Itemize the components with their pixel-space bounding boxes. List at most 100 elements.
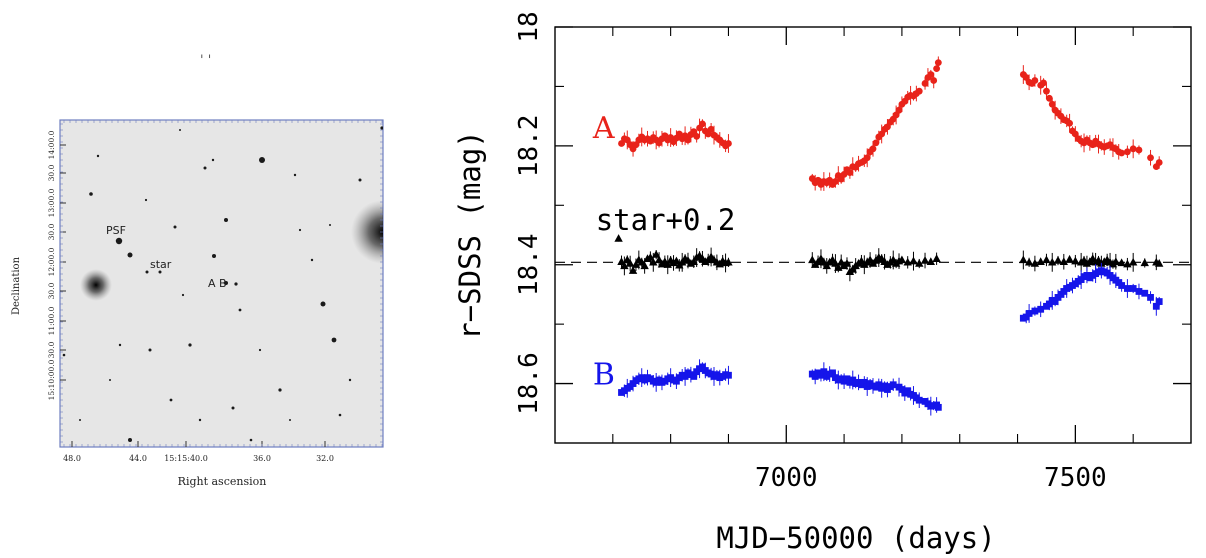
- data-point: [689, 257, 698, 265]
- data-point: [681, 373, 689, 380]
- sky-star: [89, 192, 93, 196]
- psf-label: PSF: [106, 224, 126, 237]
- data-point: [909, 256, 918, 265]
- data-point: [640, 261, 649, 270]
- right-ascension-label: Right ascension: [178, 475, 267, 488]
- data-point: [1129, 285, 1137, 292]
- sky-star: [224, 218, 228, 222]
- sky-star: [169, 398, 173, 402]
- data-point: [927, 71, 935, 78]
- data-point: [829, 369, 836, 377]
- data-point: [1022, 313, 1030, 321]
- sky-star: [258, 348, 262, 352]
- data-point: [1118, 282, 1126, 289]
- sky-star: [145, 270, 149, 274]
- data-point: [1059, 257, 1068, 265]
- sky-star: [310, 258, 314, 262]
- y-tick-label: 18.4: [514, 233, 544, 296]
- sky-star: [115, 237, 123, 245]
- data-point: [1135, 288, 1143, 295]
- x-axis-label: MJD−50000 (days): [716, 521, 995, 555]
- data-point: [860, 378, 868, 386]
- series-a: [618, 56, 1163, 191]
- data-point: [1037, 305, 1045, 313]
- finder-xtick-label: 15:15:40.0: [164, 454, 208, 463]
- sky-star: [358, 178, 362, 182]
- sky-star: [148, 348, 152, 352]
- data-point: [933, 65, 940, 72]
- data-point: [1043, 87, 1050, 95]
- data-point: [1124, 148, 1131, 156]
- bright-star-edge: [351, 200, 383, 264]
- data-point: [693, 132, 701, 140]
- finder-ytick-label: 13:00.0: [47, 188, 56, 217]
- y-axis-label: r−SDSS (mag): [453, 130, 487, 340]
- data-point: [707, 125, 715, 133]
- data-point: [832, 178, 839, 185]
- sky-star: [158, 270, 162, 274]
- data-point: [808, 255, 817, 264]
- sky-star: [109, 379, 111, 381]
- data-point: [628, 266, 638, 274]
- data-point: [1147, 294, 1154, 301]
- data-point: [1048, 100, 1056, 108]
- data-point: [649, 257, 658, 266]
- data-point: [631, 260, 641, 268]
- sky-star: [118, 343, 122, 347]
- data-point: [620, 261, 629, 270]
- finder-ytick-label: 30.0: [47, 341, 56, 358]
- data-point: [1031, 77, 1039, 84]
- data-point: [1045, 94, 1053, 102]
- y-tick-label: 18: [514, 11, 544, 42]
- data-point: [904, 387, 912, 395]
- annotation-b: B: [593, 358, 615, 393]
- sky-star: [179, 129, 181, 131]
- sky-star: [331, 337, 337, 343]
- ab-label: A B: [208, 277, 227, 290]
- sky-image-stars: [62, 126, 383, 442]
- finder-ytick-label: 30.0: [47, 223, 56, 240]
- data-point: [1140, 258, 1149, 267]
- data-point: [1065, 254, 1074, 263]
- data-point: [1066, 119, 1073, 127]
- data-point: [1117, 258, 1126, 267]
- data-point: [849, 376, 857, 384]
- data-point: [1135, 146, 1143, 154]
- sky-star: [198, 418, 202, 422]
- data-point: [1071, 256, 1080, 265]
- finder-xtick-label: 36.0: [253, 454, 271, 463]
- data-point: [926, 257, 936, 265]
- data-point: [1155, 159, 1163, 166]
- sky-star: [289, 419, 291, 421]
- finder-xtick-label: 44.0: [129, 454, 147, 463]
- data-point: [1040, 79, 1047, 87]
- sky-star: [329, 224, 331, 226]
- finder-chart: ' ' 14:00.0 30.0 13:00.0 30.0 12:00.0 30.0 11:…: [11, 53, 384, 488]
- data-point: [1031, 307, 1039, 315]
- data-point: [725, 371, 732, 379]
- data-point: [915, 87, 923, 95]
- data-point: [930, 77, 938, 84]
- sky-star: [249, 438, 253, 442]
- data-point: [1051, 298, 1059, 305]
- data-point: [684, 136, 692, 144]
- data-point: [673, 377, 680, 385]
- sky-star: [278, 388, 282, 392]
- data-point: [699, 120, 706, 128]
- data-point: [1152, 302, 1160, 310]
- sky-star: [211, 158, 215, 162]
- data-point: [725, 140, 732, 147]
- sky-star: [234, 282, 238, 286]
- data-point: [690, 373, 698, 380]
- data-point: [1147, 154, 1154, 162]
- data-point: [1024, 257, 1034, 266]
- data-point: [915, 396, 923, 404]
- data-point: [897, 255, 907, 264]
- data-point: [811, 373, 819, 380]
- y-tick-label: 18.2: [514, 115, 544, 178]
- finder-xtick-label: 32.0: [316, 454, 334, 463]
- data-point: [1128, 257, 1138, 266]
